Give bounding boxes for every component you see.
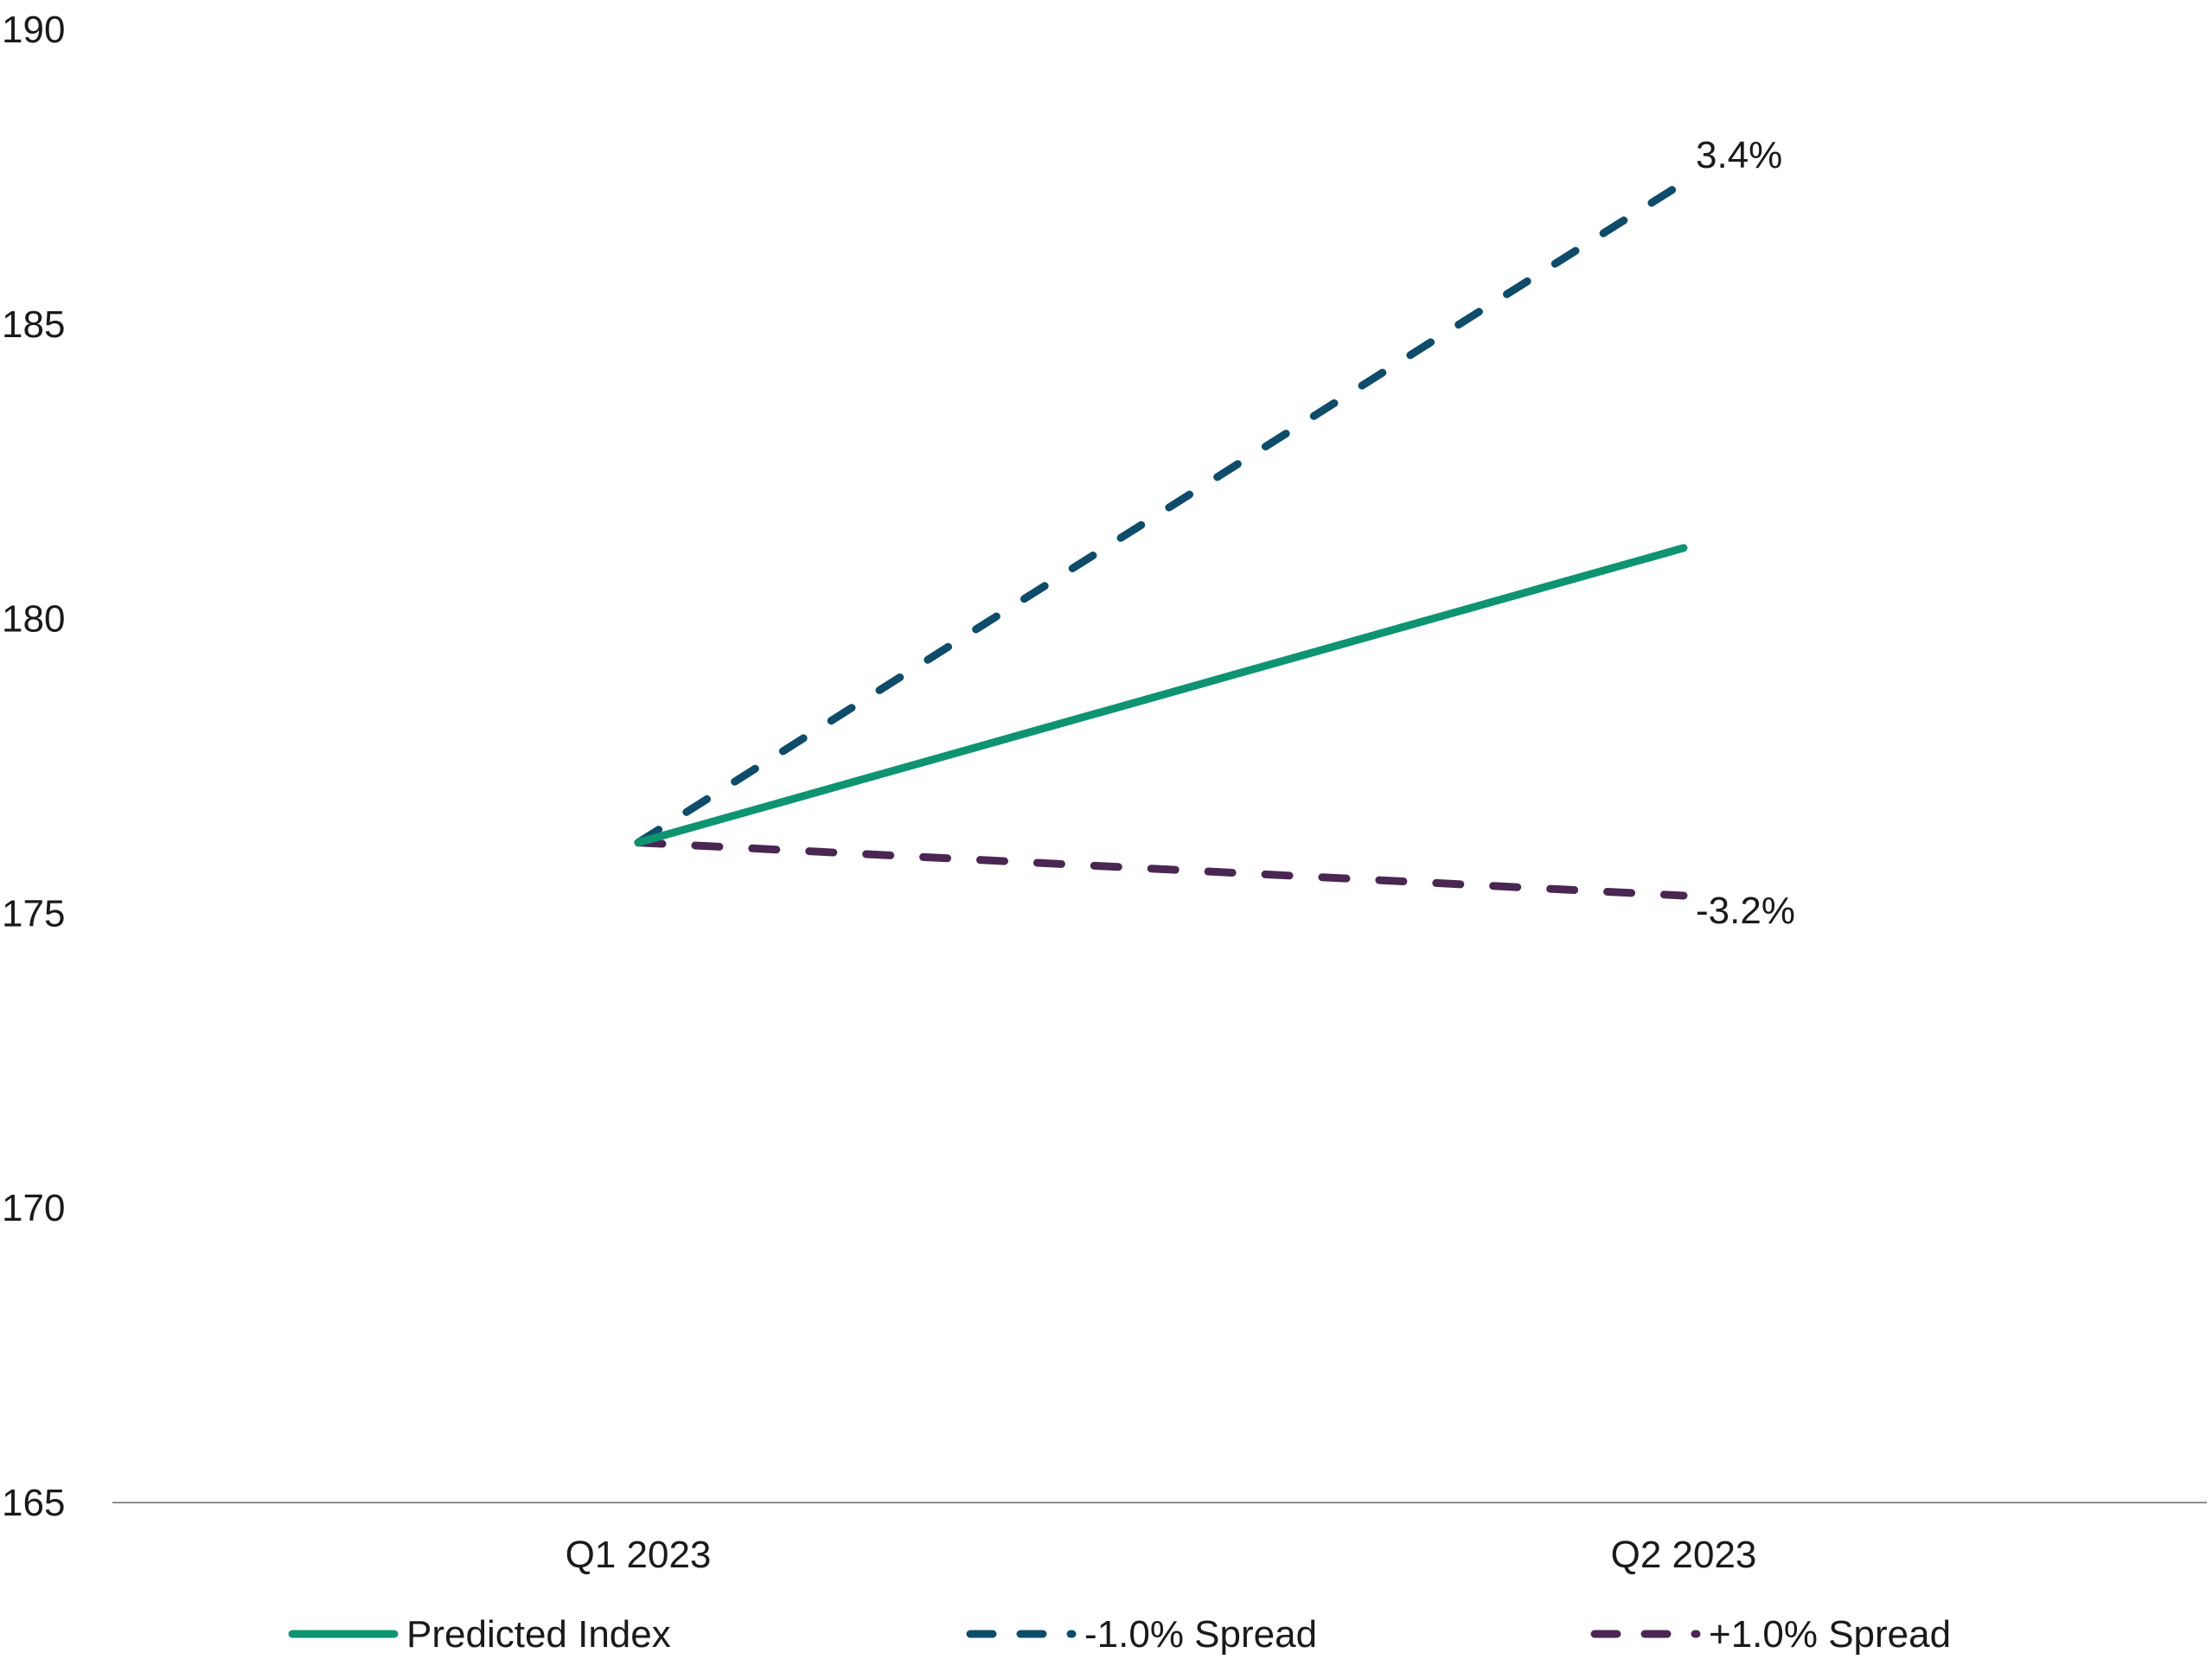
y-tick-label-185: 185	[2, 303, 65, 346]
y-tick-label-175: 175	[2, 892, 65, 935]
legend: Predicted Index -1.0% Spread +1.0% Spread	[288, 1613, 1951, 1656]
y-axis-ticks: 165 170 175 180 185 190	[2, 9, 65, 1524]
legend-label-1: Predicted Index	[406, 1613, 671, 1656]
series-lines	[634, 178, 1688, 900]
data-label-series-2: 3.4%	[1696, 134, 1782, 176]
x-tick-label-2: Q2 2023	[1611, 1534, 1757, 1576]
y-tick-label-170: 170	[2, 1187, 65, 1229]
legend-label-3: +1.0% Spread	[1709, 1613, 1951, 1656]
data-label-series-3: -3.2%	[1696, 890, 1795, 932]
y-tick-label-180: 180	[2, 598, 65, 641]
series-line-3	[634, 839, 1688, 900]
y-tick-label-165: 165	[2, 1482, 65, 1524]
series-line-2	[634, 178, 1688, 847]
y-tick-label-190: 190	[2, 9, 65, 51]
end-labels: 3.4% -3.2%	[1696, 134, 1795, 932]
x-tick-label-1: Q1 2023	[566, 1534, 712, 1576]
legend-label-2: -1.0% Spread	[1084, 1613, 1317, 1656]
x-axis-ticks: Q1 2023 Q2 2023	[566, 1534, 1757, 1576]
series-line-1	[634, 544, 1688, 847]
